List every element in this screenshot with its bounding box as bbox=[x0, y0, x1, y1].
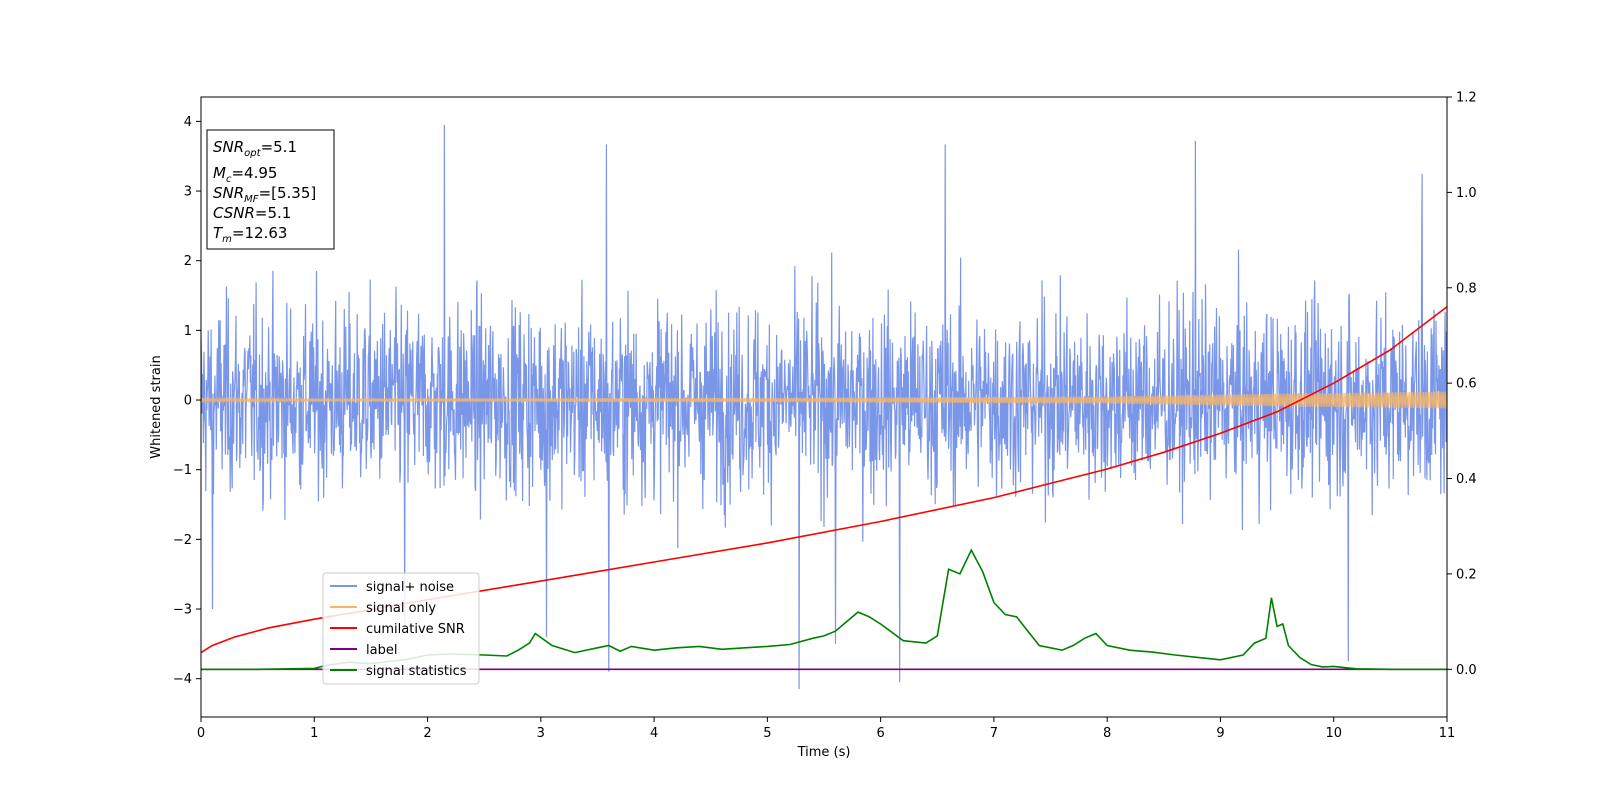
legend-entry-label: cumilative SNR bbox=[366, 622, 465, 637]
x-tick-label: 11 bbox=[1439, 726, 1456, 741]
y2-tick-label: 0.2 bbox=[1456, 567, 1477, 582]
legend-entry-label: signal+ noise bbox=[366, 580, 454, 595]
legend[interactable]: signal+ noise signal only cumilative SNR la… bbox=[322, 572, 480, 685]
y2-tick-label: 0.0 bbox=[1456, 663, 1477, 678]
y-tick-label: −4 bbox=[173, 672, 192, 687]
plot-frame bbox=[200, 96, 1448, 718]
x-tick-label: 0 bbox=[197, 726, 205, 741]
y-tick-label: 0 bbox=[184, 394, 192, 409]
y2-tick-label: 1.0 bbox=[1456, 186, 1477, 201]
legend-entry-label: signal statistics bbox=[366, 664, 467, 679]
y-tick-label: −3 bbox=[173, 603, 192, 618]
x-tick-label: 1 bbox=[310, 726, 318, 741]
y2-tick-label: 0.8 bbox=[1456, 281, 1477, 296]
y-tick-label: 4 bbox=[184, 115, 192, 130]
legend-entry-label: label bbox=[366, 643, 397, 658]
info-box-line: SNRMF=[5.35] bbox=[213, 184, 316, 205]
x-tick-label: 5 bbox=[763, 726, 771, 741]
x-tick-label: 6 bbox=[876, 726, 884, 741]
y2-tick-label: 0.4 bbox=[1456, 472, 1477, 487]
y2-tick-label: 0.6 bbox=[1456, 377, 1477, 392]
info-box-frame bbox=[206, 129, 335, 250]
legend-entry-label: signal only bbox=[366, 601, 436, 616]
legend-frame bbox=[322, 572, 480, 685]
x-tick-label: 10 bbox=[1325, 726, 1342, 741]
info-box-line: Tm=12.63 bbox=[213, 224, 287, 245]
y-tick-label: −2 bbox=[173, 533, 192, 548]
x-tick-label: 9 bbox=[1216, 726, 1224, 741]
series-signal-statistics-line bbox=[201, 548, 1447, 671]
series-signal-noise-line bbox=[201, 124, 1447, 690]
x-tick-label: 4 bbox=[650, 726, 658, 741]
info-box-line: SNRopt=5.1 bbox=[213, 138, 297, 159]
info-box-line: Mc=4.95 bbox=[213, 164, 277, 185]
y-tick-label: −1 bbox=[173, 463, 192, 478]
info-box-line: CSNR=5.1 bbox=[213, 204, 291, 222]
series-signal-only-line bbox=[201, 391, 1447, 409]
y-tick-label: 3 bbox=[184, 185, 192, 200]
x-tick-label: 7 bbox=[990, 726, 998, 741]
x-tick-label: 3 bbox=[537, 726, 545, 741]
y-tick-label: 1 bbox=[184, 324, 192, 339]
y-axis-title: Whitened strain bbox=[149, 355, 164, 458]
x-tick-label: 8 bbox=[1103, 726, 1111, 741]
axes: 0 1 2 3 4 5 6 7 8 9 10 1143210−1−2−3−41.21.00.80.60… bbox=[173, 91, 1477, 742]
y-tick-label: 2 bbox=[184, 254, 192, 269]
x-axis-title: Time (s) bbox=[797, 745, 851, 760]
series-cumulative-snr-line bbox=[201, 306, 1447, 654]
y2-tick-label: 1.2 bbox=[1456, 91, 1477, 106]
x-tick-label: 2 bbox=[423, 726, 431, 741]
